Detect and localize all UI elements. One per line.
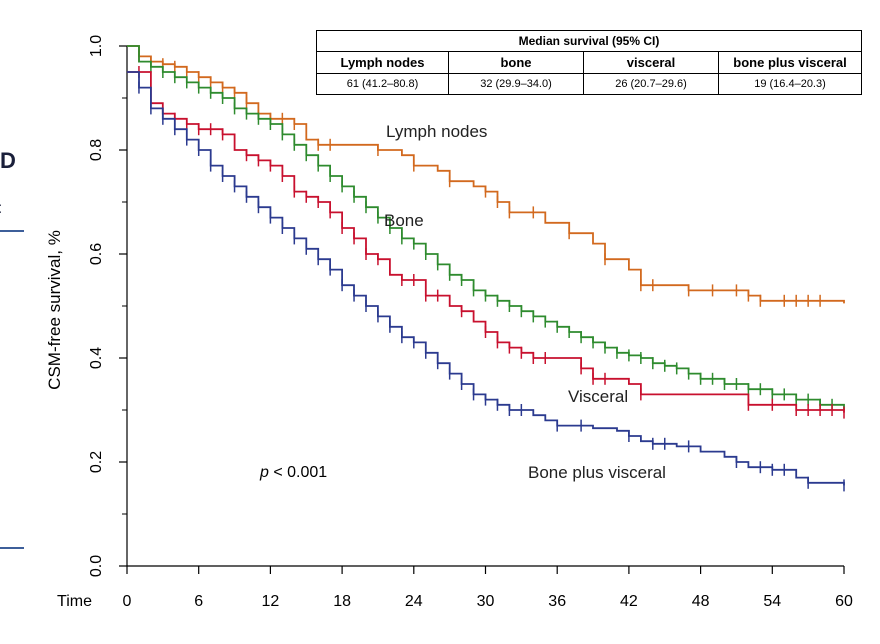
series-label-lymph-nodes: Lymph nodes [386, 122, 487, 141]
x-tick-label: 36 [548, 593, 566, 610]
series-bone-plus-visceral [127, 71, 845, 492]
x-tick-label: 42 [620, 593, 638, 610]
series-line [127, 71, 845, 486]
background-heading-fragment: D [0, 148, 16, 173]
p-value-text: < 0.001 [269, 464, 327, 481]
p-value-annotation: p < 0.001 [259, 464, 327, 481]
background-subheading-fragment: nt [0, 200, 1, 218]
median-table-header: bone [448, 51, 584, 74]
chart-axes: 0 6 12 18 24 30 36 42 48 54 60 Time 0.0 0.2 0.4 0.6 0.8 1… [45, 35, 853, 610]
survival-figure: 0 6 12 18 24 30 36 42 48 54 60 Time 0.0 0.2 0.4 0.6 0.8 1… [24, 0, 880, 644]
p-value-symbol: p [259, 464, 269, 481]
series-lymph-nodes [127, 45, 845, 307]
x-tick-label: 30 [477, 593, 495, 610]
median-table-caption: Median survival (95% CI) [316, 30, 862, 52]
survival-chart: 0 6 12 18 24 30 36 42 48 54 60 Time 0.0 0.2 0.4 0.6 0.8 1… [45, 35, 853, 610]
x-tick-label: 24 [405, 593, 423, 610]
x-tick-label: 12 [262, 593, 280, 610]
median-table-value: 19 (16.4–20.3) [718, 73, 862, 95]
median-table-value: 32 (29.9–34.0) [448, 73, 584, 95]
y-tick-label: 0.0 [88, 555, 105, 577]
y-tick-label: 0.2 [88, 451, 105, 473]
series-label-bone-plus-visceral: Bone plus visceral [528, 463, 666, 482]
x-axis-label: Time [57, 593, 92, 610]
series-label-bone: Bone [384, 211, 424, 230]
series-visceral [127, 66, 845, 419]
median-survival-table: Median survival (95% CI) Lymph nodes bon… [316, 30, 862, 95]
x-tick-label: 6 [194, 593, 203, 610]
background-rule-upper [0, 230, 24, 232]
series-line [127, 45, 845, 410]
x-tick-label: 60 [835, 593, 853, 610]
series-layer [127, 45, 845, 492]
y-axis-label: CSM-free survival, % [45, 230, 64, 390]
series-label-visceral: Visceral [568, 387, 628, 406]
median-table-header: visceral [583, 51, 719, 74]
median-table-value: 61 (41.2–80.8) [316, 73, 449, 95]
median-table-header: bone plus visceral [718, 51, 862, 74]
x-tick-label: 54 [763, 593, 781, 610]
median-table-value: 26 (20.7–29.6) [583, 73, 719, 95]
x-tick-label: 18 [333, 593, 351, 610]
background-rule-lower [0, 547, 24, 549]
x-tick-label: 0 [123, 593, 132, 610]
y-tick-label: 1.0 [88, 35, 105, 57]
y-tick-label: 0.6 [88, 243, 105, 265]
x-tick-label: 48 [692, 593, 710, 610]
labels-layer: Lymph nodes Bone Visceral Bone plus viscera… [259, 122, 666, 482]
series-bone [127, 45, 845, 411]
median-table-header: Lymph nodes [316, 51, 449, 74]
y-tick-label: 0.8 [88, 139, 105, 161]
y-tick-label: 0.4 [88, 347, 105, 369]
